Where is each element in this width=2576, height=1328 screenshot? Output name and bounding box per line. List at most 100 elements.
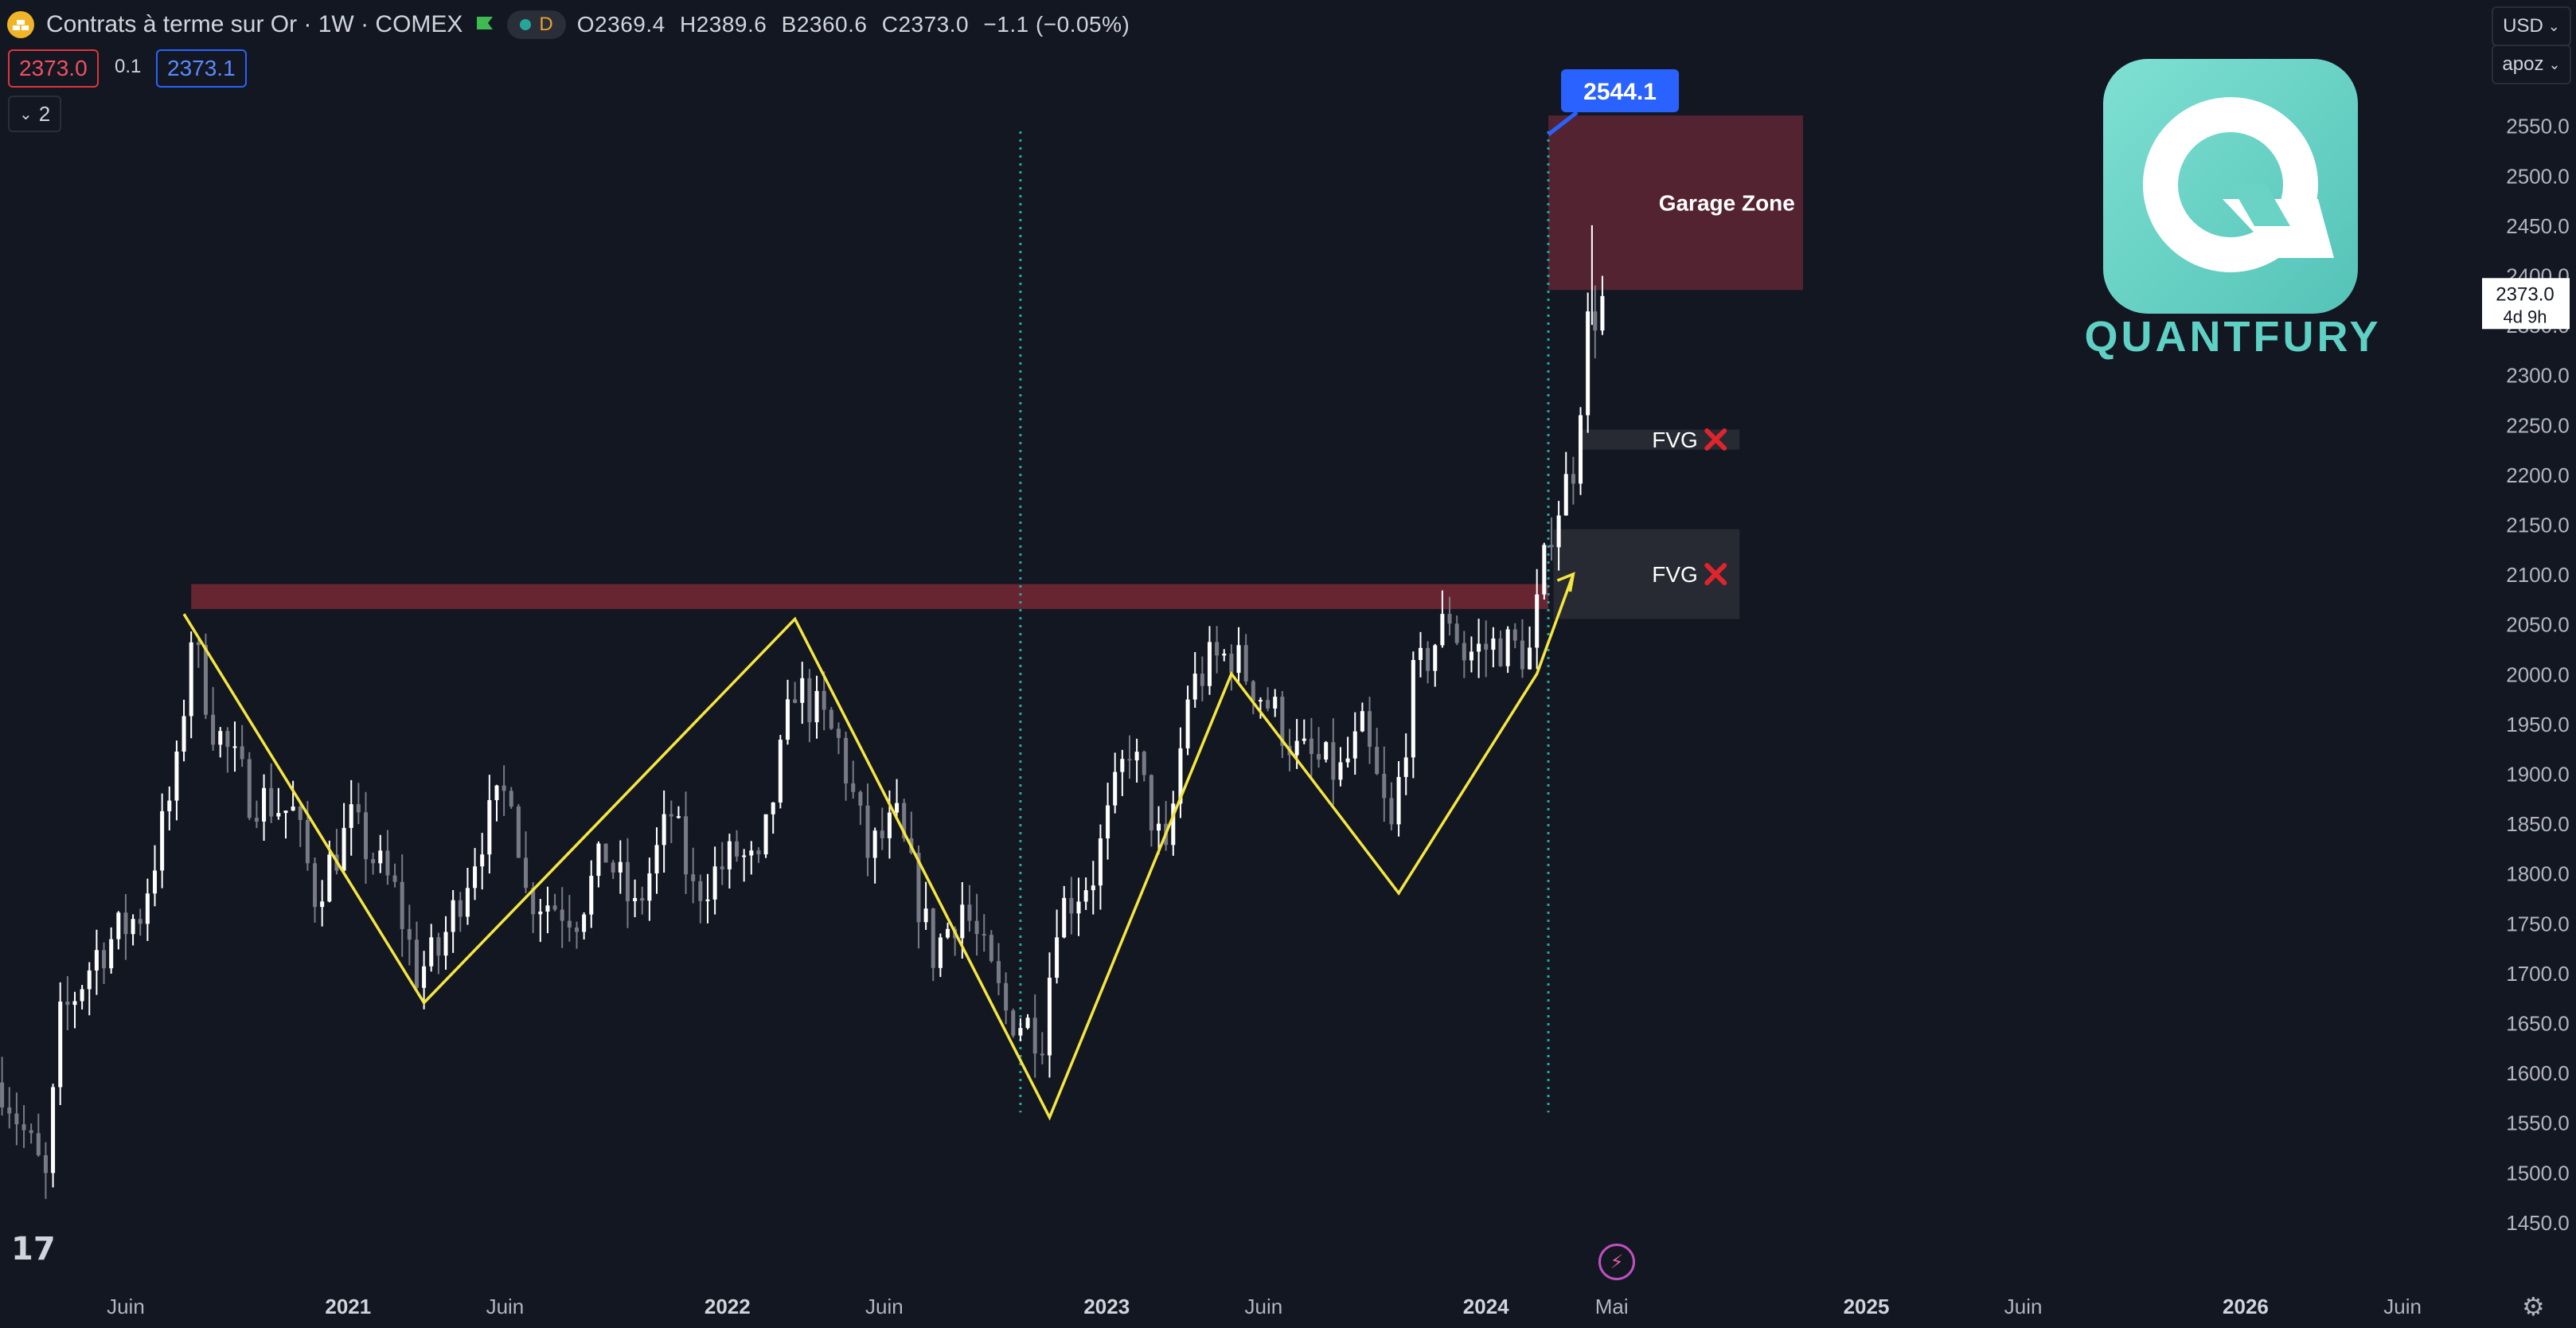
candle-body bbox=[51, 1087, 56, 1174]
candle-body bbox=[1280, 697, 1285, 746]
indicators-count: 2 bbox=[38, 101, 51, 126]
candle-body bbox=[1149, 775, 1153, 831]
gear-icon[interactable]: ⚙ bbox=[2522, 1292, 2545, 1321]
price-tick-label: 2200.0 bbox=[2506, 463, 2570, 487]
price-tick-label: 2250.0 bbox=[2506, 413, 2570, 437]
flag-icon[interactable] bbox=[474, 14, 496, 36]
high-value: 2389.6 bbox=[696, 12, 767, 37]
time-tick-label: Juin bbox=[1245, 1295, 1283, 1318]
candle-body bbox=[640, 897, 645, 901]
tradingview-logo[interactable]: 17 bbox=[11, 1231, 56, 1267]
candle-body bbox=[582, 914, 587, 932]
lightning-icon[interactable]: ⚡ bbox=[1598, 1244, 1635, 1280]
candle-body bbox=[1454, 623, 1459, 643]
candle-body bbox=[502, 785, 506, 791]
candle-body bbox=[720, 866, 724, 869]
candle-body bbox=[494, 785, 499, 800]
ask-price-button[interactable]: 2373.1 bbox=[156, 49, 247, 88]
candle-body bbox=[1185, 699, 1190, 748]
candle-body bbox=[1549, 545, 1554, 548]
candle-body bbox=[1403, 757, 1408, 777]
candle-body bbox=[895, 803, 900, 813]
time-tick-label: 2026 bbox=[2223, 1295, 2269, 1318]
candle-body bbox=[21, 1124, 26, 1131]
zigzag-line bbox=[182, 573, 1575, 1121]
candle-body bbox=[545, 905, 550, 912]
quantfury-logo bbox=[2103, 59, 2358, 314]
candle-body bbox=[269, 787, 274, 817]
price-tick-label: 1800.0 bbox=[2506, 862, 2570, 886]
candle-body bbox=[1113, 771, 1118, 806]
candle-body bbox=[1484, 643, 1489, 650]
price-tick-label: 2100.0 bbox=[2506, 563, 2570, 587]
candle-body bbox=[574, 927, 580, 932]
candle-body bbox=[414, 939, 419, 988]
candle-body bbox=[712, 866, 717, 900]
candle-body bbox=[167, 800, 172, 811]
candle-body bbox=[363, 812, 369, 860]
candle-body bbox=[1593, 311, 1598, 331]
candle-body bbox=[625, 861, 630, 901]
price-tick-label: 1650.0 bbox=[2506, 1012, 2570, 1036]
candle-body bbox=[1498, 638, 1503, 666]
zone-resistance bbox=[191, 584, 1549, 609]
candle-body bbox=[342, 827, 346, 871]
candle-body bbox=[109, 939, 114, 969]
candle-body bbox=[735, 841, 740, 857]
candle-body bbox=[1345, 758, 1350, 763]
candle-body bbox=[1018, 1028, 1023, 1036]
candle-body bbox=[407, 928, 412, 940]
price-tick-label: 1450.0 bbox=[2506, 1211, 2570, 1235]
candle-body bbox=[989, 935, 993, 962]
candle-body bbox=[1236, 645, 1241, 674]
last-price-value: 2373.0 bbox=[2496, 283, 2554, 305]
candle-body bbox=[102, 950, 107, 969]
chevron-down-icon: ⌄ bbox=[2547, 18, 2560, 34]
candle-body bbox=[749, 850, 754, 856]
candle-body bbox=[313, 863, 318, 908]
time-tick-label: Juin bbox=[2383, 1295, 2422, 1318]
candle-body bbox=[436, 937, 441, 956]
last-price-tag bbox=[2482, 278, 2570, 330]
indicators-toggle[interactable]: ⌄ 2 bbox=[8, 96, 62, 132]
close-label: C bbox=[881, 12, 899, 37]
candle-body bbox=[211, 714, 216, 745]
candle-body bbox=[778, 740, 783, 803]
scale-select[interactable]: apoz ⌄ bbox=[2492, 45, 2571, 84]
candle-body bbox=[1563, 474, 1568, 516]
candle-body bbox=[902, 803, 907, 838]
candle-body bbox=[1505, 629, 1510, 666]
candle-body bbox=[152, 870, 158, 894]
candle-body bbox=[123, 912, 128, 935]
candle-body bbox=[487, 799, 492, 855]
candle-body bbox=[618, 861, 623, 873]
candle-body bbox=[1418, 647, 1423, 661]
price-tick-label: 1550.0 bbox=[2506, 1111, 2570, 1135]
time-tick-label: Juin bbox=[2004, 1295, 2043, 1318]
candle-body bbox=[276, 813, 281, 817]
candle-body bbox=[160, 810, 165, 871]
price-tick-label: 1950.0 bbox=[2506, 713, 2570, 736]
spread-label: 0.1 bbox=[115, 56, 142, 77]
candle-body bbox=[589, 876, 594, 915]
candle-body bbox=[262, 787, 267, 822]
candle-body bbox=[1004, 982, 1009, 1011]
candle-body bbox=[509, 791, 513, 807]
candle-body bbox=[422, 966, 427, 988]
candle-body bbox=[1447, 614, 1452, 624]
symbol-title[interactable]: Contrats à terme sur Or · 1W · COMEX bbox=[46, 11, 463, 37]
chart-header: Contrats à terme sur Or · 1W · COMEX D O… bbox=[0, 0, 1130, 49]
candle-body bbox=[349, 804, 353, 828]
candle-body bbox=[1032, 1017, 1037, 1054]
countdown-value: 4d 9h bbox=[2503, 307, 2547, 326]
market-status-badge[interactable]: D bbox=[507, 10, 566, 39]
candle-body bbox=[327, 854, 332, 902]
bid-price-button[interactable]: 2373.0 bbox=[8, 49, 99, 88]
candle-body bbox=[691, 874, 696, 881]
time-tick-label: Juin bbox=[865, 1295, 904, 1318]
candle-body bbox=[1586, 311, 1590, 416]
candle-body bbox=[880, 830, 884, 838]
currency-select[interactable]: USD ⌄ bbox=[2492, 6, 2571, 46]
candle-body bbox=[1258, 700, 1263, 702]
